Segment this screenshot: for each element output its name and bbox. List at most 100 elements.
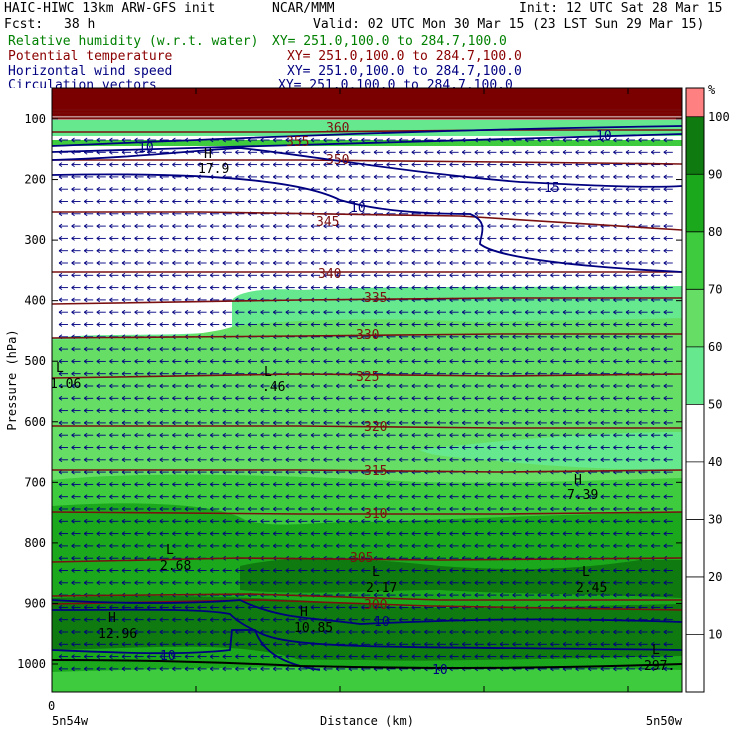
wind-vector [323,359,333,364]
y-tick-label: 300 [24,233,46,247]
wind-vector [361,174,371,180]
wind-vector [600,199,610,204]
wind-vector [461,186,472,192]
svg-text:297.: 297. [644,659,675,674]
wind-vector [222,236,232,241]
wind-vector [235,359,245,364]
wind-vector [247,174,257,180]
wind-vector [499,186,509,192]
wind-vector [499,260,509,266]
y-tick-label: 600 [24,415,46,429]
wind-vector [449,322,459,327]
theta-contour-label: 320 [364,420,387,435]
wind-vector [524,346,535,352]
wind-vector [222,359,232,364]
wind-vector [285,199,295,204]
wind-vector [222,383,232,389]
wind-vector [159,359,169,364]
wind-vector [272,137,283,143]
wind-vector [323,260,333,266]
wind-vector [260,408,270,413]
wind-vector [550,322,560,327]
theta-contour-label: 350 [326,153,349,168]
wind-vector [159,236,169,241]
wind-vector [197,383,207,389]
wind-vector [335,359,346,364]
wind-vector [335,383,346,389]
wind-vector [524,174,535,180]
wind-vector [323,248,333,254]
wind-vector [411,272,421,278]
wind-vector [134,186,144,192]
wind-vector [650,211,661,217]
wind-vector [575,285,585,290]
y-tick-label: 700 [24,475,46,489]
wind-vector [323,137,333,143]
wind-vector [159,285,169,290]
wind-vector [562,395,572,401]
wind-vector [487,309,497,315]
wind-vector [411,162,421,167]
wind-vector [424,236,434,241]
rh-top-band [52,88,682,116]
wind-vector [260,346,270,352]
wind-vector [172,162,182,167]
wind-vector [235,383,245,389]
wind-vector [512,260,522,266]
wind-vector [71,285,81,290]
wind-vector [373,309,383,315]
wind-vector [298,199,308,204]
wind-vector [663,260,673,266]
wind-vector [650,199,661,204]
wind-vector [373,285,383,290]
wind-vector [96,346,106,352]
wind-vector [235,395,245,401]
wind-vector [474,383,484,389]
wind-vector [638,395,648,401]
wind-vector [335,322,346,327]
wind-vector [411,223,421,229]
wind-vector [361,309,371,315]
wind-vector [449,260,459,266]
wind-vector [613,260,623,266]
wind-vector [159,309,169,315]
wind-vector [121,199,131,204]
wind-vector [613,186,623,192]
wind-vector [209,236,220,241]
wind-vector [562,137,572,143]
wind-vector [386,186,396,192]
wind-vector [600,211,610,217]
wind-vector [172,248,182,254]
wind-vector [613,174,623,180]
wind-vector [222,223,232,229]
colorbar-tick-label: 80 [708,225,722,239]
wind-vector [499,383,509,389]
wind-vector [184,236,194,241]
wind-vector [184,395,194,401]
wind-vector [323,395,333,401]
wind-vector [487,236,497,241]
wind-vector [285,395,295,401]
wind-vector [537,334,547,340]
wind-vector [83,186,94,192]
wind-vector [222,248,232,254]
wind-vector [411,285,421,290]
svg-text:L: L [652,643,660,658]
wind-vector [398,174,409,180]
wind-vector [613,272,623,278]
wind-vector [134,272,144,278]
wind-vector [474,334,484,340]
wind-vector [71,297,81,303]
wind-vector [663,174,673,180]
wind-vector [159,223,169,229]
wind-vector [58,309,68,315]
wind-vector [184,309,194,315]
wind-vector [348,383,358,389]
wind-vector [600,137,610,143]
wind-vector [550,223,560,229]
wind-vector [235,186,245,192]
wind-vector [323,309,333,315]
wind-vector [587,186,598,192]
wind-vector [260,359,270,364]
wind-vector [650,285,661,290]
